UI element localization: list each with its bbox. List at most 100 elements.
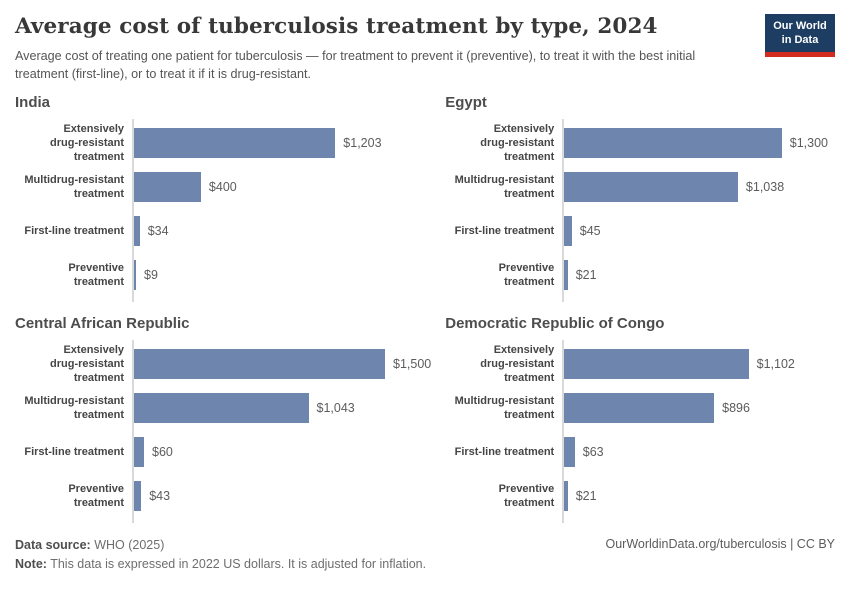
category-label: Preventive treatment (445, 482, 555, 511)
category-label: Preventive treatment (15, 482, 124, 511)
bar[interactable] (134, 172, 201, 203)
panel-title: Democratic Republic of Congo (445, 315, 665, 333)
bar-cell: $400 (134, 165, 431, 209)
bar[interactable] (134, 128, 336, 159)
logo-line1: Our World (773, 20, 827, 32)
bar[interactable] (564, 172, 738, 203)
bar-row: Extensively drug-resistant treatment $1,500 (15, 342, 431, 386)
category-label-line: drug-resistant (50, 358, 124, 371)
value-label: $9 (144, 268, 158, 283)
bar[interactable] (564, 260, 568, 291)
bar-row: First-line treatment $34 (15, 209, 431, 253)
bar[interactable] (134, 393, 309, 424)
category-label-line: Preventive (498, 482, 555, 495)
value-label: $34 (147, 224, 169, 239)
panel-plot-area: Extensively drug-resistant treatment $1,102… (445, 340, 835, 524)
category-label: Extensively drug-resistant treatment (15, 343, 124, 386)
bar-row: Preventive treatment $21 (445, 474, 835, 518)
category-label: First-line treatment (15, 224, 124, 238)
header-text: Average cost of tuberculosis treatment b… (15, 12, 750, 83)
bar[interactable] (134, 349, 385, 380)
logo-line2: in Data (781, 33, 819, 46)
bar-cell: $21 (564, 253, 835, 297)
category-label-line: First-line treatment (24, 446, 124, 459)
category-label: Multidrug-resistant treatment (15, 173, 124, 202)
category-label-line: Extensively (493, 343, 555, 356)
category-label-line: Preventive (498, 261, 555, 274)
bar[interactable] (564, 216, 572, 247)
category-label-line: drug-resistant (480, 137, 555, 150)
bar[interactable] (564, 349, 749, 380)
category-label-line: Multidrug-resistant (454, 173, 555, 186)
bar-cell: $1,102 (564, 342, 835, 386)
category-label-line: First-line treatment (454, 446, 555, 459)
category-label-line: treatment (504, 276, 555, 289)
category-label-line: Multidrug-resistant (24, 394, 124, 407)
category-label: First-line treatment (445, 224, 555, 238)
owid-logo[interactable]: Our World in Data (765, 14, 835, 57)
value-label: $1,038 (745, 180, 785, 195)
value-label: $1,102 (756, 357, 795, 372)
bar-row: First-line treatment $45 (445, 209, 835, 253)
value-label: $1,300 (789, 136, 828, 151)
category-label-line: treatment (73, 188, 124, 201)
category-label: Multidrug-resistant treatment (15, 394, 124, 423)
bar-cell: $896 (564, 386, 835, 430)
y-axis-line (562, 340, 565, 524)
category-label-line: Preventive (68, 482, 124, 495)
category-label-line: treatment (73, 276, 124, 289)
category-label-line: treatment (504, 151, 555, 164)
value-label: $21 (575, 268, 597, 283)
panel-plot-area: Extensively drug-resistant treatment $1,300… (445, 119, 835, 303)
footer-attribution-link[interactable]: OurWorldinData.org/tuberculosis | CC BY (605, 537, 836, 552)
category-label-line: treatment (504, 188, 555, 201)
bar-row: Multidrug-resistant treatment $1,043 (15, 386, 431, 430)
y-axis-line (132, 119, 134, 303)
footer: Data source: WHO (2025) Note: This data … (15, 536, 835, 574)
bar-cell: $1,500 (134, 342, 431, 386)
bar-row: First-line treatment $63 (445, 430, 835, 474)
bar[interactable] (564, 128, 782, 159)
category-label-line: First-line treatment (24, 225, 124, 238)
bar-row: Preventive treatment $21 (445, 253, 835, 297)
bar-cell: $34 (134, 209, 431, 253)
bar[interactable] (564, 393, 715, 424)
category-label-line: treatment (504, 497, 555, 510)
value-label: $1,203 (343, 136, 382, 151)
bar-cell: $63 (564, 430, 835, 474)
bar[interactable] (134, 260, 136, 291)
chart-title: Average cost of tuberculosis treatment b… (15, 14, 658, 39)
note-label: Note: (15, 557, 47, 571)
value-label: $45 (579, 224, 601, 239)
bar[interactable] (134, 216, 140, 247)
bar-row: Preventive treatment $9 (15, 253, 431, 297)
bar-cell: $43 (134, 474, 431, 518)
bar[interactable] (564, 437, 575, 468)
bar[interactable] (134, 481, 142, 512)
category-label-line: Multidrug-resistant (24, 173, 124, 186)
panel-plot-area: Extensively drug-resistant treatment $1,203… (15, 119, 431, 303)
bar[interactable] (564, 481, 568, 512)
value-label: $400 (208, 180, 237, 195)
category-label: Multidrug-resistant treatment (445, 394, 555, 423)
bar[interactable] (134, 437, 145, 468)
category-label: Extensively drug-resistant treatment (15, 122, 124, 165)
panel-central-african-republic: Central African Republic Extensively drug-… (15, 315, 431, 524)
category-label-line: drug-resistant (50, 137, 124, 150)
category-label: First-line treatment (15, 445, 124, 459)
data-source-text: WHO (2025) (90, 538, 165, 553)
value-label: $60 (152, 445, 173, 460)
panel-title: Central African Republic (15, 315, 190, 333)
panel-title: Egypt (445, 94, 487, 112)
header: Average cost of tuberculosis treatment b… (15, 12, 835, 83)
bar-cell: $1,038 (564, 165, 835, 209)
bar-cell: $9 (134, 253, 431, 297)
bar-row: Extensively drug-resistant treatment $1,203 (15, 121, 431, 165)
panels-grid: India Extensively drug-resistant treatment $… (15, 94, 835, 524)
value-label: $896 (722, 401, 750, 416)
panel-plot-area: Extensively drug-resistant treatment $1,500… (15, 340, 431, 524)
category-label-line: Extensively (63, 122, 124, 135)
panel-india: India Extensively drug-resistant treatment $… (15, 94, 431, 303)
category-label-line: treatment (504, 409, 555, 422)
